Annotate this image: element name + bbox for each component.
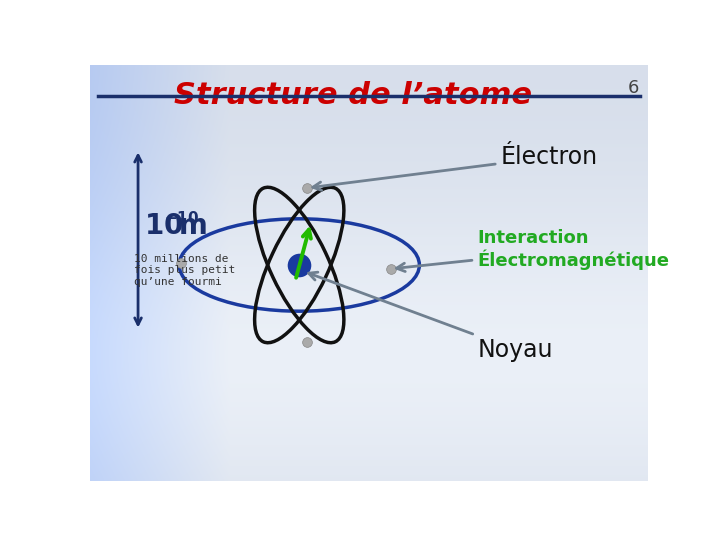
Text: Structure de l’atome: Structure de l’atome bbox=[174, 81, 533, 110]
Text: 6: 6 bbox=[627, 79, 639, 97]
Text: Noyau: Noyau bbox=[309, 272, 553, 362]
Text: Interaction
Électromagnétique: Interaction Électromagnétique bbox=[397, 229, 670, 272]
Text: 10 millions de
fois plus petit
qu’une fourmi: 10 millions de fois plus petit qu’une fo… bbox=[134, 254, 235, 287]
Text: $\mathbf{-10}$: $\mathbf{-10}$ bbox=[164, 211, 199, 226]
Text: Électron: Électron bbox=[312, 145, 598, 190]
Text: $\mathbf{10}$: $\mathbf{10}$ bbox=[144, 212, 184, 240]
Text: $\mathbf{m}$: $\mathbf{m}$ bbox=[179, 212, 207, 240]
Bar bbox=[90, 65, 648, 96]
